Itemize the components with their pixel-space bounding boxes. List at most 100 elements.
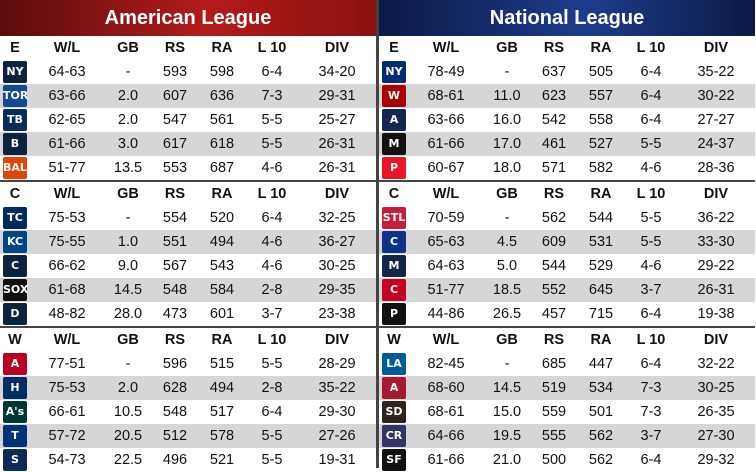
brewers-logo-icon: M [382,255,406,277]
last-ten-cell: 5-5 [246,424,298,448]
games-back-cell: 5.0 [483,254,531,278]
team-row: H 75-53 2.0 628 494 2-8 35-22 [0,376,376,400]
l10-header: L 10 [246,36,298,60]
win-loss-cell: 68-61 [409,84,483,108]
division-code: C [379,182,409,206]
win-loss-cell: 82-45 [409,352,483,376]
division-code: C [0,182,30,206]
games-back-cell: 9.0 [104,254,152,278]
runs-allowed-cell: 562 [577,448,625,472]
last-ten-cell: 5-5 [246,132,298,156]
runs-scored-cell: 607 [152,84,198,108]
runs-allowed-cell: 520 [198,206,246,230]
division-record-cell: 35-22 [677,60,755,84]
team-row: M 64-63 5.0 544 529 4-6 29-22 [379,254,755,278]
last-ten-cell: 4-6 [246,254,298,278]
runs-scored-cell: 554 [152,206,198,230]
team-row: S 54-73 22.5 496 521 5-5 19-31 [0,448,376,472]
runs-scored-cell: 637 [531,60,577,84]
div-header: DIV [677,328,755,352]
nationals-logo-icon: W [382,85,406,107]
tigers-logo-icon: D [3,303,27,325]
division-code: W [0,328,30,352]
last-ten-cell: 7-3 [246,84,298,108]
runs-scored-cell: 609 [531,230,577,254]
team-row: STL 70-59-562 544 5-5 36-22 [379,206,755,230]
pirates-logo-icon: P [382,303,406,325]
games-back-cell: 14.5 [483,376,531,400]
team-logo-cell: A [379,376,409,400]
win-loss-cell: 65-63 [409,230,483,254]
indians-logo-icon: C [3,255,27,277]
runs-allowed-cell: 505 [577,60,625,84]
ra-header: RA [198,182,246,206]
division-header-row: C W/L GB RS RA L 10 DIV [379,182,755,206]
league-title: National League [379,0,755,36]
runs-scored-cell: 596 [152,352,198,376]
win-loss-cell: 77-51 [30,352,104,376]
runs-allowed-cell: 527 [577,132,625,156]
win-loss-cell: 64-66 [409,424,483,448]
giants-logo-icon: SF [382,449,406,471]
bluejays-logo-icon: TOR [3,85,28,107]
last-ten-cell: 6-4 [625,302,677,326]
games-back-cell: 21.0 [483,448,531,472]
games-back-cell: 2.0 [104,108,152,132]
runs-allowed-cell: 562 [577,424,625,448]
division-record-cell: 27-27 [677,108,755,132]
team-row: A 77-51-596 515 5-5 28-29 [0,352,376,376]
games-back-cell: 18.0 [483,156,531,180]
division-code: E [0,36,30,60]
team-row: BAL 51-77 13.5 553 687 4-6 26-31 [0,156,376,180]
gb-header: GB [483,182,531,206]
division-separator [379,326,755,328]
runs-allowed-cell: 529 [577,254,625,278]
team-logo-cell: KC [0,230,30,254]
division-record-cell: 28-36 [677,156,755,180]
runs-allowed-cell: 501 [577,400,625,424]
team-logo-cell: P [379,156,409,180]
games-back-cell: 17.0 [483,132,531,156]
division-separator [0,180,376,182]
games-back-cell: 20.5 [104,424,152,448]
win-loss-cell: 75-55 [30,230,104,254]
mets-logo-icon: NY [382,61,406,83]
team-row: W 68-61 11.0 623 557 6-4 30-22 [379,84,755,108]
division-record-cell: 24-37 [677,132,755,156]
runs-scored-cell: 461 [531,132,577,156]
win-loss-cell: 61-66 [409,448,483,472]
games-back-cell: 28.0 [104,302,152,326]
braves-logo-icon: A [382,109,406,131]
division-record-cell: 23-38 [298,302,376,326]
diamondbacks-logo-icon: A [382,377,406,399]
runs-scored-cell: 496 [152,448,198,472]
div-header: DIV [677,182,755,206]
last-ten-cell: 4-6 [246,230,298,254]
ra-header: RA [577,36,625,60]
team-logo-cell: NY [0,60,30,84]
team-logo-cell: TB [0,108,30,132]
american-league-table: E W/L GB RS RA L 10 DIV NY 64-63-593 598 6-4 34-20 T… [0,36,376,472]
runs-scored-cell: 547 [152,108,198,132]
win-loss-cell: 66-61 [30,400,104,424]
last-ten-cell: 7-3 [625,400,677,424]
runs-scored-cell: 567 [152,254,198,278]
team-logo-cell: T [0,424,30,448]
division-record-cell: 30-25 [298,254,376,278]
team-logo-cell: M [379,132,409,156]
win-loss-cell: 68-60 [409,376,483,400]
team-row: SOX 61-68 14.5 548 584 2-8 29-35 [0,278,376,302]
team-logo-cell: B [0,132,30,156]
team-row: P 60-67 18.0 571 582 4-6 28-36 [379,156,755,180]
team-logo-cell: H [0,376,30,400]
l10-header: L 10 [625,328,677,352]
separator-line [379,180,755,182]
league-divider [376,0,379,468]
runs-allowed-cell: 618 [198,132,246,156]
runs-scored-cell: 628 [152,376,198,400]
separator-line [0,326,376,328]
team-logo-cell: CR [379,424,409,448]
rays-logo-icon: TB [3,109,27,131]
runs-allowed-cell: 557 [577,84,625,108]
runs-scored-cell: 551 [152,230,198,254]
